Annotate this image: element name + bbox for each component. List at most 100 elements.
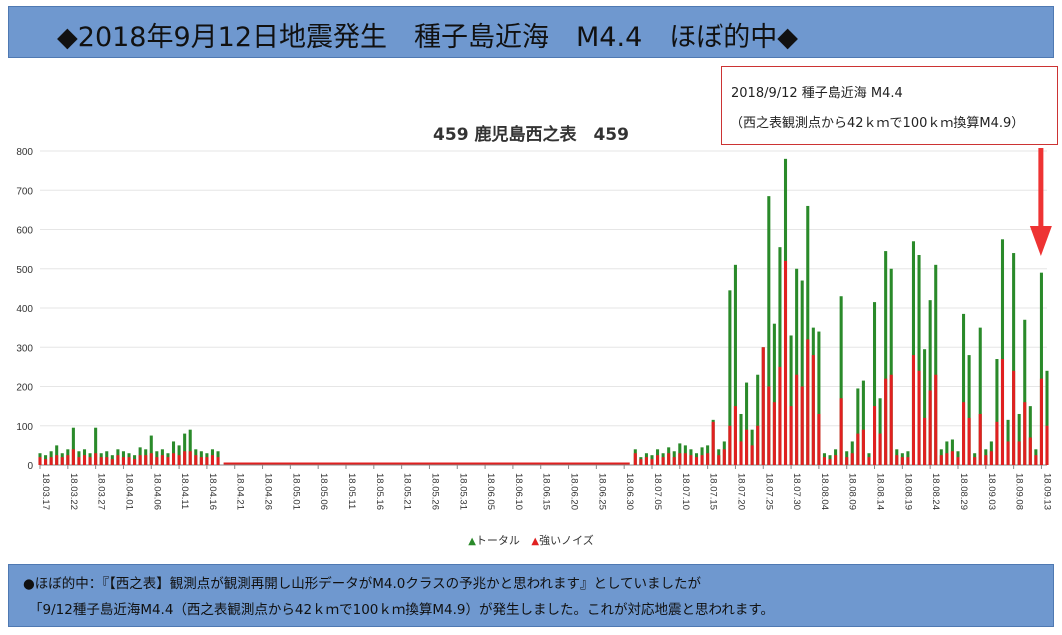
header-title: ◆2018年9月12日地震発生 種子島近海 M4.4 ほぼ的中◆	[57, 22, 799, 53]
bar-noise	[71, 449, 75, 465]
bar-noise	[873, 406, 877, 466]
x-tick-label: 18.04.11	[179, 473, 190, 509]
bar-total	[94, 427, 98, 465]
bar-total	[800, 280, 804, 465]
bar-noise	[889, 374, 893, 465]
bar-noise	[1000, 359, 1005, 465]
bar-total	[873, 302, 877, 465]
bar-noise	[1039, 378, 1043, 465]
x-tick-label: 18.07.05	[652, 473, 663, 510]
bar-total	[795, 268, 799, 465]
bar-total	[778, 247, 782, 465]
bar-total	[188, 429, 192, 465]
bar-noise	[967, 417, 971, 465]
bar-total	[928, 300, 932, 465]
bar-noise	[155, 457, 159, 465]
callout-line1: 2018/9/12 種子島近海 M4.4	[731, 86, 903, 101]
bar-noise	[656, 455, 660, 465]
bar-noise	[989, 451, 993, 465]
bar-noise	[856, 433, 860, 465]
y-tick-label: 400	[16, 304, 33, 315]
x-tick-label: 18.09.08	[1014, 473, 1025, 510]
bar-total	[171, 441, 176, 465]
bar-noise	[105, 457, 109, 465]
bar-noise	[722, 449, 726, 465]
bar-noise	[923, 417, 927, 465]
footer-line1: ●ほぼ的中：『【西之表】観測点が観測再開し山形データがM4.0クラスの予兆かと思…	[23, 576, 702, 592]
legend-item-total: ▲トータル	[468, 534, 520, 547]
bar-noise	[177, 455, 181, 465]
bar-total	[856, 388, 860, 465]
bar-noise	[700, 455, 704, 465]
x-tick-label: 18.07.30	[791, 473, 802, 510]
footer-note: ●ほぼ的中：『【西之表】観測点が観測再開し山形データがM4.0クラスの予兆かと思…	[8, 564, 1054, 627]
bar-noise	[99, 457, 103, 465]
bar-total	[850, 441, 854, 465]
bar-total	[772, 323, 776, 465]
bar-noise	[144, 455, 148, 465]
bar-noise	[745, 429, 749, 465]
bar-noise	[978, 413, 982, 465]
bar-total	[995, 359, 999, 465]
bar-noise	[60, 457, 64, 465]
bar-noise	[88, 457, 92, 465]
x-tick-label: 18.08.29	[958, 473, 969, 510]
bar-noise	[650, 459, 654, 465]
x-tick-label: 18.05.26	[429, 473, 440, 510]
x-tick-label: 18.05.06	[318, 473, 329, 510]
bar-noise	[205, 457, 209, 465]
bar-noise	[110, 459, 114, 465]
y-tick-label: 800	[16, 147, 33, 158]
x-tick-label: 18.05.21	[402, 473, 413, 510]
bar-total	[1012, 253, 1016, 465]
bar-total	[71, 427, 75, 465]
bar-noise	[811, 355, 815, 465]
bar-noise	[210, 455, 214, 465]
bar-noise	[822, 457, 826, 465]
bar-noise	[66, 455, 70, 465]
bar-noise	[44, 459, 48, 465]
bar-noise	[984, 455, 988, 465]
x-tick-label: 18.05.01	[290, 473, 301, 510]
bar-noise	[1012, 370, 1016, 465]
bar-total	[917, 255, 921, 465]
bar-noise	[783, 260, 788, 465]
x-tick-label: 18.06.15	[541, 473, 552, 510]
x-tick-label: 18.03.17	[40, 473, 51, 510]
y-tick-label: 200	[16, 383, 33, 394]
y-tick-label: 300	[16, 343, 33, 354]
x-tick-label: 18.04.01	[123, 473, 134, 510]
x-tick-label: 18.08.19	[902, 473, 913, 510]
bar-noise	[850, 453, 854, 465]
bar-total	[839, 296, 843, 465]
legend-marker-total: ▲	[468, 536, 476, 547]
x-tick-label: 18.07.10	[680, 473, 691, 510]
legend-marker-noise: ▲	[531, 536, 540, 547]
bar-noise	[750, 445, 754, 466]
bar-noise	[834, 455, 838, 465]
bar-noise	[778, 366, 782, 466]
y-tick-label: 0	[27, 461, 33, 472]
bar-noise	[717, 455, 721, 465]
bar-noise	[945, 453, 949, 465]
x-tick-label: 18.04.26	[263, 473, 274, 510]
bar-total	[1045, 370, 1049, 465]
bar-noise	[678, 453, 682, 465]
bar-noise	[867, 457, 871, 465]
bar-total	[789, 335, 793, 465]
bar-noise	[116, 455, 120, 465]
y-tick-label: 700	[16, 186, 33, 197]
x-tick-label: 18.07.15	[708, 473, 719, 510]
header-banner: ◆2018年9月12日地震発生 種子島近海 M4.4 ほぼ的中◆	[8, 6, 1054, 58]
bar-total	[1017, 413, 1021, 465]
bar-noise	[199, 457, 203, 465]
bar-noise	[878, 433, 882, 465]
bar-noise	[995, 421, 999, 465]
bar-total	[183, 433, 187, 465]
bar-noise	[739, 441, 743, 465]
bar-noise	[183, 451, 187, 465]
bar-noise	[633, 453, 637, 465]
x-tick-label: 18.06.30	[624, 473, 635, 510]
callout-line2: （西之表観測点から42ｋｍで100ｋｍ換算M4.9）	[730, 116, 1025, 131]
bar-noise	[216, 457, 220, 465]
